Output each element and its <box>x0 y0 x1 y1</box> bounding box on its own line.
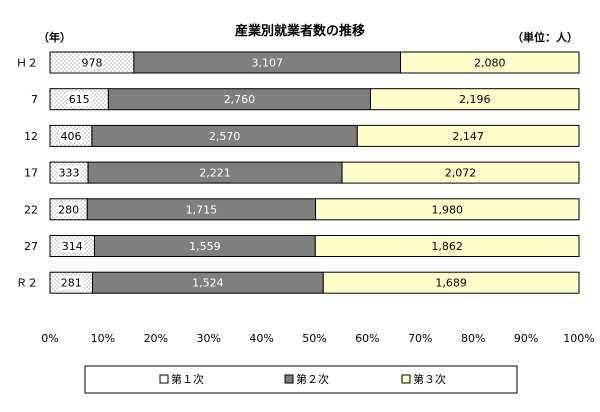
x-tick-label: 50% <box>302 332 326 345</box>
bar-value-label: 406 <box>60 130 81 143</box>
category-label: Ｒ２ <box>16 277 38 290</box>
value-label-background <box>57 166 81 180</box>
bar-group: Ｈ２ 978 3,107 2,080 7 615 2,760 2,196 12 406 2,570 2… <box>16 51 580 294</box>
bar-value-label: 1,715 <box>186 203 218 216</box>
legend: 第１次 第２次 第３次 <box>84 365 518 394</box>
bar-value-label: 1,689 <box>435 277 467 290</box>
bar-segment <box>314 235 580 257</box>
x-tick-label: 90% <box>514 332 538 345</box>
category-label: Ｈ２ <box>16 57 38 70</box>
bar-value-label: 333 <box>59 167 80 180</box>
bar-value-label: 314 <box>62 240 83 253</box>
legend-label: 第１次 <box>171 372 204 386</box>
x-tick-label: 30% <box>196 332 220 345</box>
bar-value-label: 978 <box>81 57 102 70</box>
value-label-background <box>59 129 83 143</box>
x-tick-label: 80% <box>461 332 485 345</box>
bar-value-label: 2,221 <box>199 167 231 180</box>
x-tick-label: 20% <box>144 332 168 345</box>
bar-value-label: 3,107 <box>251 57 283 70</box>
value-label-background <box>67 92 91 106</box>
legend-label: 第３次 <box>413 372 446 386</box>
legend-swatch <box>401 374 411 384</box>
x-tick-label: 100% <box>563 332 594 345</box>
chart-title: 産業別就業者数の推移 <box>235 23 365 39</box>
category-label: 17 <box>24 167 38 180</box>
legend-swatch <box>159 374 169 384</box>
bar-value-label: 2,080 <box>474 57 506 70</box>
category-label: 12 <box>24 130 38 143</box>
value-label-background <box>56 202 81 216</box>
x-axis-tick-labels: 0% 10% 20% 30% 40% 50% 60% 70% 80% 90% 100% <box>41 332 594 345</box>
category-label: 22 <box>24 203 38 216</box>
bar-value-label: 280 <box>58 203 79 216</box>
x-tick-label: 0% <box>41 332 58 345</box>
bar-value-label: 2,570 <box>209 130 241 143</box>
category-label: 27 <box>24 240 38 253</box>
bar-segment <box>369 88 580 111</box>
bar-value-label: 1,980 <box>432 203 464 216</box>
x-tick-label: 70% <box>408 332 432 345</box>
bar-value-label: 615 <box>69 93 90 106</box>
bar-value-label: 281 <box>61 277 82 290</box>
value-label-background <box>80 56 104 69</box>
category-label: 7 <box>31 93 38 106</box>
value-label-background <box>59 276 84 290</box>
x-tick-label: 10% <box>91 332 115 345</box>
legend-label: 第２次 <box>296 372 329 386</box>
bar-value-label: 2,072 <box>445 167 477 180</box>
x-tick-label: 60% <box>355 332 379 345</box>
bar-segment <box>356 124 580 147</box>
bar-segment <box>341 161 580 184</box>
bar-segment <box>322 271 580 294</box>
legend-frame <box>84 365 518 394</box>
unit-year-label: （年） <box>38 30 71 44</box>
legend-swatch <box>284 374 294 384</box>
bar-segment <box>315 198 580 221</box>
bar-value-label: 2,147 <box>452 130 484 143</box>
unit-people-label: （単位：人） <box>512 30 578 44</box>
bar-value-label: 2,196 <box>459 93 491 106</box>
bar-value-label: 2,760 <box>224 93 256 106</box>
bar-value-label: 1,524 <box>192 277 224 290</box>
bar-value-label: 1,862 <box>431 240 463 253</box>
bar-value-label: 1,559 <box>189 240 221 253</box>
x-tick-label: 40% <box>249 332 273 345</box>
value-label-background <box>60 239 84 253</box>
bar-segment <box>400 51 580 74</box>
